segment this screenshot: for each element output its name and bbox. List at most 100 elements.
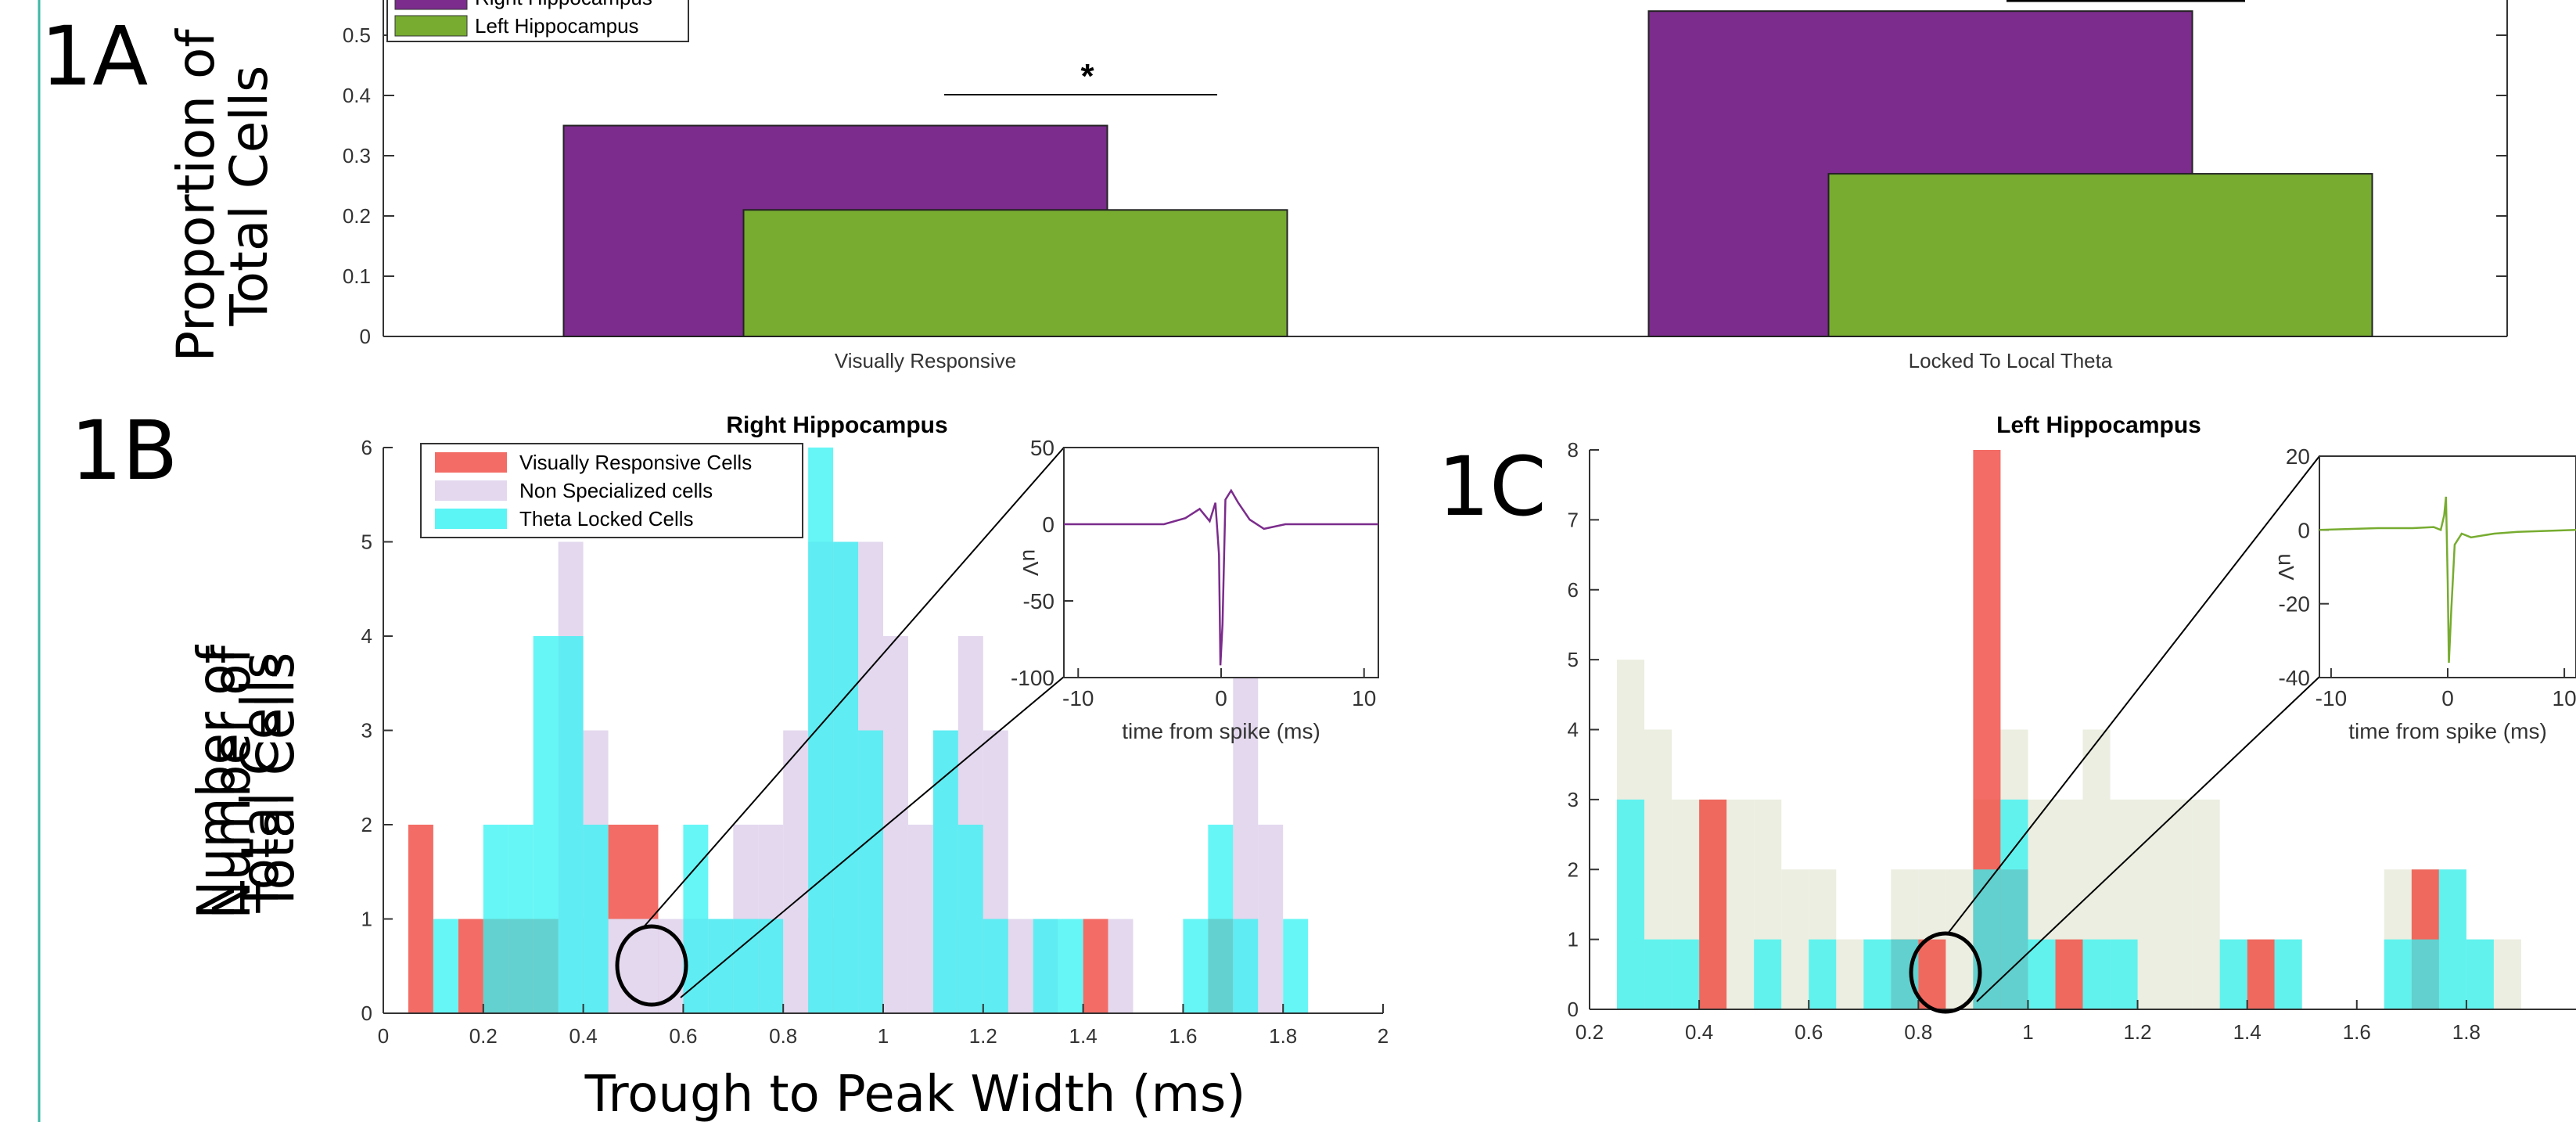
hist-bar-1B-2	[957, 825, 983, 1013]
hist-bar-1B-2	[758, 919, 784, 1013]
zoom-line-1b-bottom	[680, 676, 1065, 998]
legend-swatch-right	[394, 0, 468, 10]
hist-bar-1B-0	[1083, 919, 1108, 1013]
ytick-label-1B: 0	[361, 1002, 372, 1025]
bars-1a	[562, 10, 2373, 337]
hist-bar-1B-2	[583, 825, 609, 1013]
zoom-line-1c-bottom	[1976, 676, 2320, 1002]
hist-bar-1B-2	[1283, 919, 1309, 1013]
hist-bar-1C-2	[2082, 939, 2111, 1009]
inset-ytick-label-1b: 0	[1042, 512, 1054, 537]
xlabel-1b: Trough to Peak Width (ms)	[584, 1066, 1246, 1122]
hist-bar-1B-2	[433, 919, 458, 1013]
xtick-label-1B: 0.8	[769, 1024, 797, 1048]
title-1b: Right Hippocampus	[726, 412, 947, 438]
hist-bar-1C-2	[2384, 939, 2412, 1009]
hist-bar-1B-2	[708, 919, 734, 1013]
hist-bar-1C-0	[1836, 939, 1864, 1009]
inset-ytick-label-1c: 20	[2286, 444, 2310, 469]
inset-xlabel-1b: time from spike (ms)	[1122, 719, 1320, 743]
hist-bar-1B-0	[408, 825, 433, 1013]
xtick-label-1C: 0.6	[1795, 1020, 1823, 1044]
xtick-label-1C: 1.6	[2343, 1020, 2371, 1044]
xtick-label-1C: 1.4	[2233, 1020, 2262, 1044]
hist-bar-1B-2	[1033, 919, 1058, 1013]
legend-visual-cells: Visually Responsive Cells	[519, 451, 752, 474]
ylabel-1b-line2-dup: Total Cells	[246, 653, 306, 914]
hist-bar-1C-0	[1945, 869, 1974, 1009]
hist-bar-1B-2	[932, 730, 958, 1013]
inset-xtick-label-1b: 0	[1215, 686, 1227, 710]
ytick-label-1a: 0.2	[343, 204, 371, 228]
inset-ytick-label-1c: -40	[2279, 666, 2310, 690]
hist-bar-1B-2	[558, 636, 584, 1013]
hist-bar-1C-2	[1672, 939, 1700, 1009]
hist-bar-1C-0	[2137, 799, 2165, 1009]
hist-bar-1B-1	[1258, 825, 1284, 1013]
hist-bar-1C-0	[2192, 799, 2220, 1009]
inset-xtick-label-1c: -10	[2316, 686, 2347, 710]
ytick-label-1a: 0.4	[343, 84, 371, 107]
inset-ylabel-1b: uV	[1019, 549, 1043, 577]
panel-label-1b: 1B	[70, 403, 178, 498]
hist-bar-1C-1	[1918, 939, 1946, 1009]
panel-label-1c: 1C	[1438, 439, 1547, 534]
ytick-label-1C: 3	[1568, 788, 1579, 811]
ytick-label-1B: 6	[361, 436, 372, 459]
legend-right-hippocampus: Right Hippocampus	[475, 0, 652, 9]
hist-bar-1C-1	[2247, 939, 2275, 1009]
inset-ytick-label-1b: -50	[1023, 589, 1054, 613]
ylabel-1b-line1: Number of	[186, 644, 246, 919]
hist-bar-1C-1	[1699, 799, 1727, 1009]
zoom-line-1b-top	[641, 447, 1065, 930]
hist-bar-1B-2	[1233, 919, 1259, 1013]
xtick-label-1C: 0.2	[1575, 1020, 1604, 1044]
axes-1c: 0 1 2 3 4 5 6 7 8 0.2 0.4 0.6 0.8 1 1.2 1.4 1.6 1.8	[1568, 438, 2576, 1044]
hist-bar-1B-2	[1058, 919, 1083, 1013]
legend-nonspecial-cells: Non Specialized cells	[519, 479, 713, 502]
panel-1b: 1B Number of Total Cells Number of Total…	[70, 403, 1389, 1122]
inset-ytick-label-1b: 50	[1030, 436, 1054, 460]
hist-bar-1B-2	[533, 636, 559, 1013]
panel-label-1a: 1A	[41, 9, 148, 104]
xtick-label-1B: 1.2	[969, 1024, 997, 1048]
hist-bar-1C-2	[2000, 799, 2028, 1009]
ylabel-1b-line1-dup: Number of	[202, 644, 262, 919]
ytick-label-1a: 0.1	[343, 264, 371, 288]
hist-bar-1C-2	[2219, 939, 2247, 1009]
xtick-label-1B: 1.6	[1169, 1024, 1197, 1048]
ytick-label-1B: 4	[361, 624, 372, 648]
ytick-label-1C: 2	[1568, 858, 1579, 881]
xtick-label-1B: 1	[878, 1024, 889, 1048]
ytick-label-1a: 0.5	[343, 23, 371, 47]
histogram-1b	[408, 448, 1309, 1013]
significance-marker: *	[944, 0, 2245, 95]
bar-1a-left-1	[1827, 173, 2373, 337]
hist-bar-1C-2	[1809, 939, 1837, 1009]
hist-bar-1B-1	[1108, 919, 1134, 1013]
hist-bar-1C-2	[2438, 869, 2466, 1009]
ylabel-1a-line2: Total Cells	[219, 66, 279, 327]
hist-bar-1C-2	[2028, 939, 2056, 1009]
highlight-ellipse-1c	[1909, 931, 1982, 1014]
legend-swatch-left	[394, 15, 468, 37]
category-label-1a: Locked To Local Theta	[1909, 349, 2113, 372]
inset-xlabel-1c: time from spike (ms)	[2348, 719, 2547, 743]
inset-waveform-line-1c	[2319, 496, 2576, 663]
hist-bar-1C-2	[1754, 939, 1782, 1009]
hist-bar-1C-2	[1644, 939, 1672, 1009]
inset-ytick-label-1c: 0	[2298, 518, 2310, 542]
ytick-label-1C: 1	[1568, 928, 1579, 951]
xtick-label-1C: 1	[2022, 1020, 2033, 1044]
hist-bar-1B-1	[783, 730, 809, 1013]
xtick-label-1B: 0.6	[669, 1024, 697, 1048]
axes-1b: 0 1 2 3 4 5 6 0 0.2 0.4 0.6 0.8 1 1.2 1.4 1.6 1.8 2	[361, 436, 1389, 1048]
legend-theta-cells: Theta Locked Cells	[519, 507, 694, 530]
hist-bar-1C-0	[1726, 799, 1755, 1009]
ytick-label-1B: 1	[361, 908, 372, 931]
inset-ylabel-1c: uV	[2274, 553, 2298, 581]
xtick-label-1C: 1.8	[2452, 1020, 2481, 1044]
hist-bar-1B-1	[907, 825, 933, 1013]
